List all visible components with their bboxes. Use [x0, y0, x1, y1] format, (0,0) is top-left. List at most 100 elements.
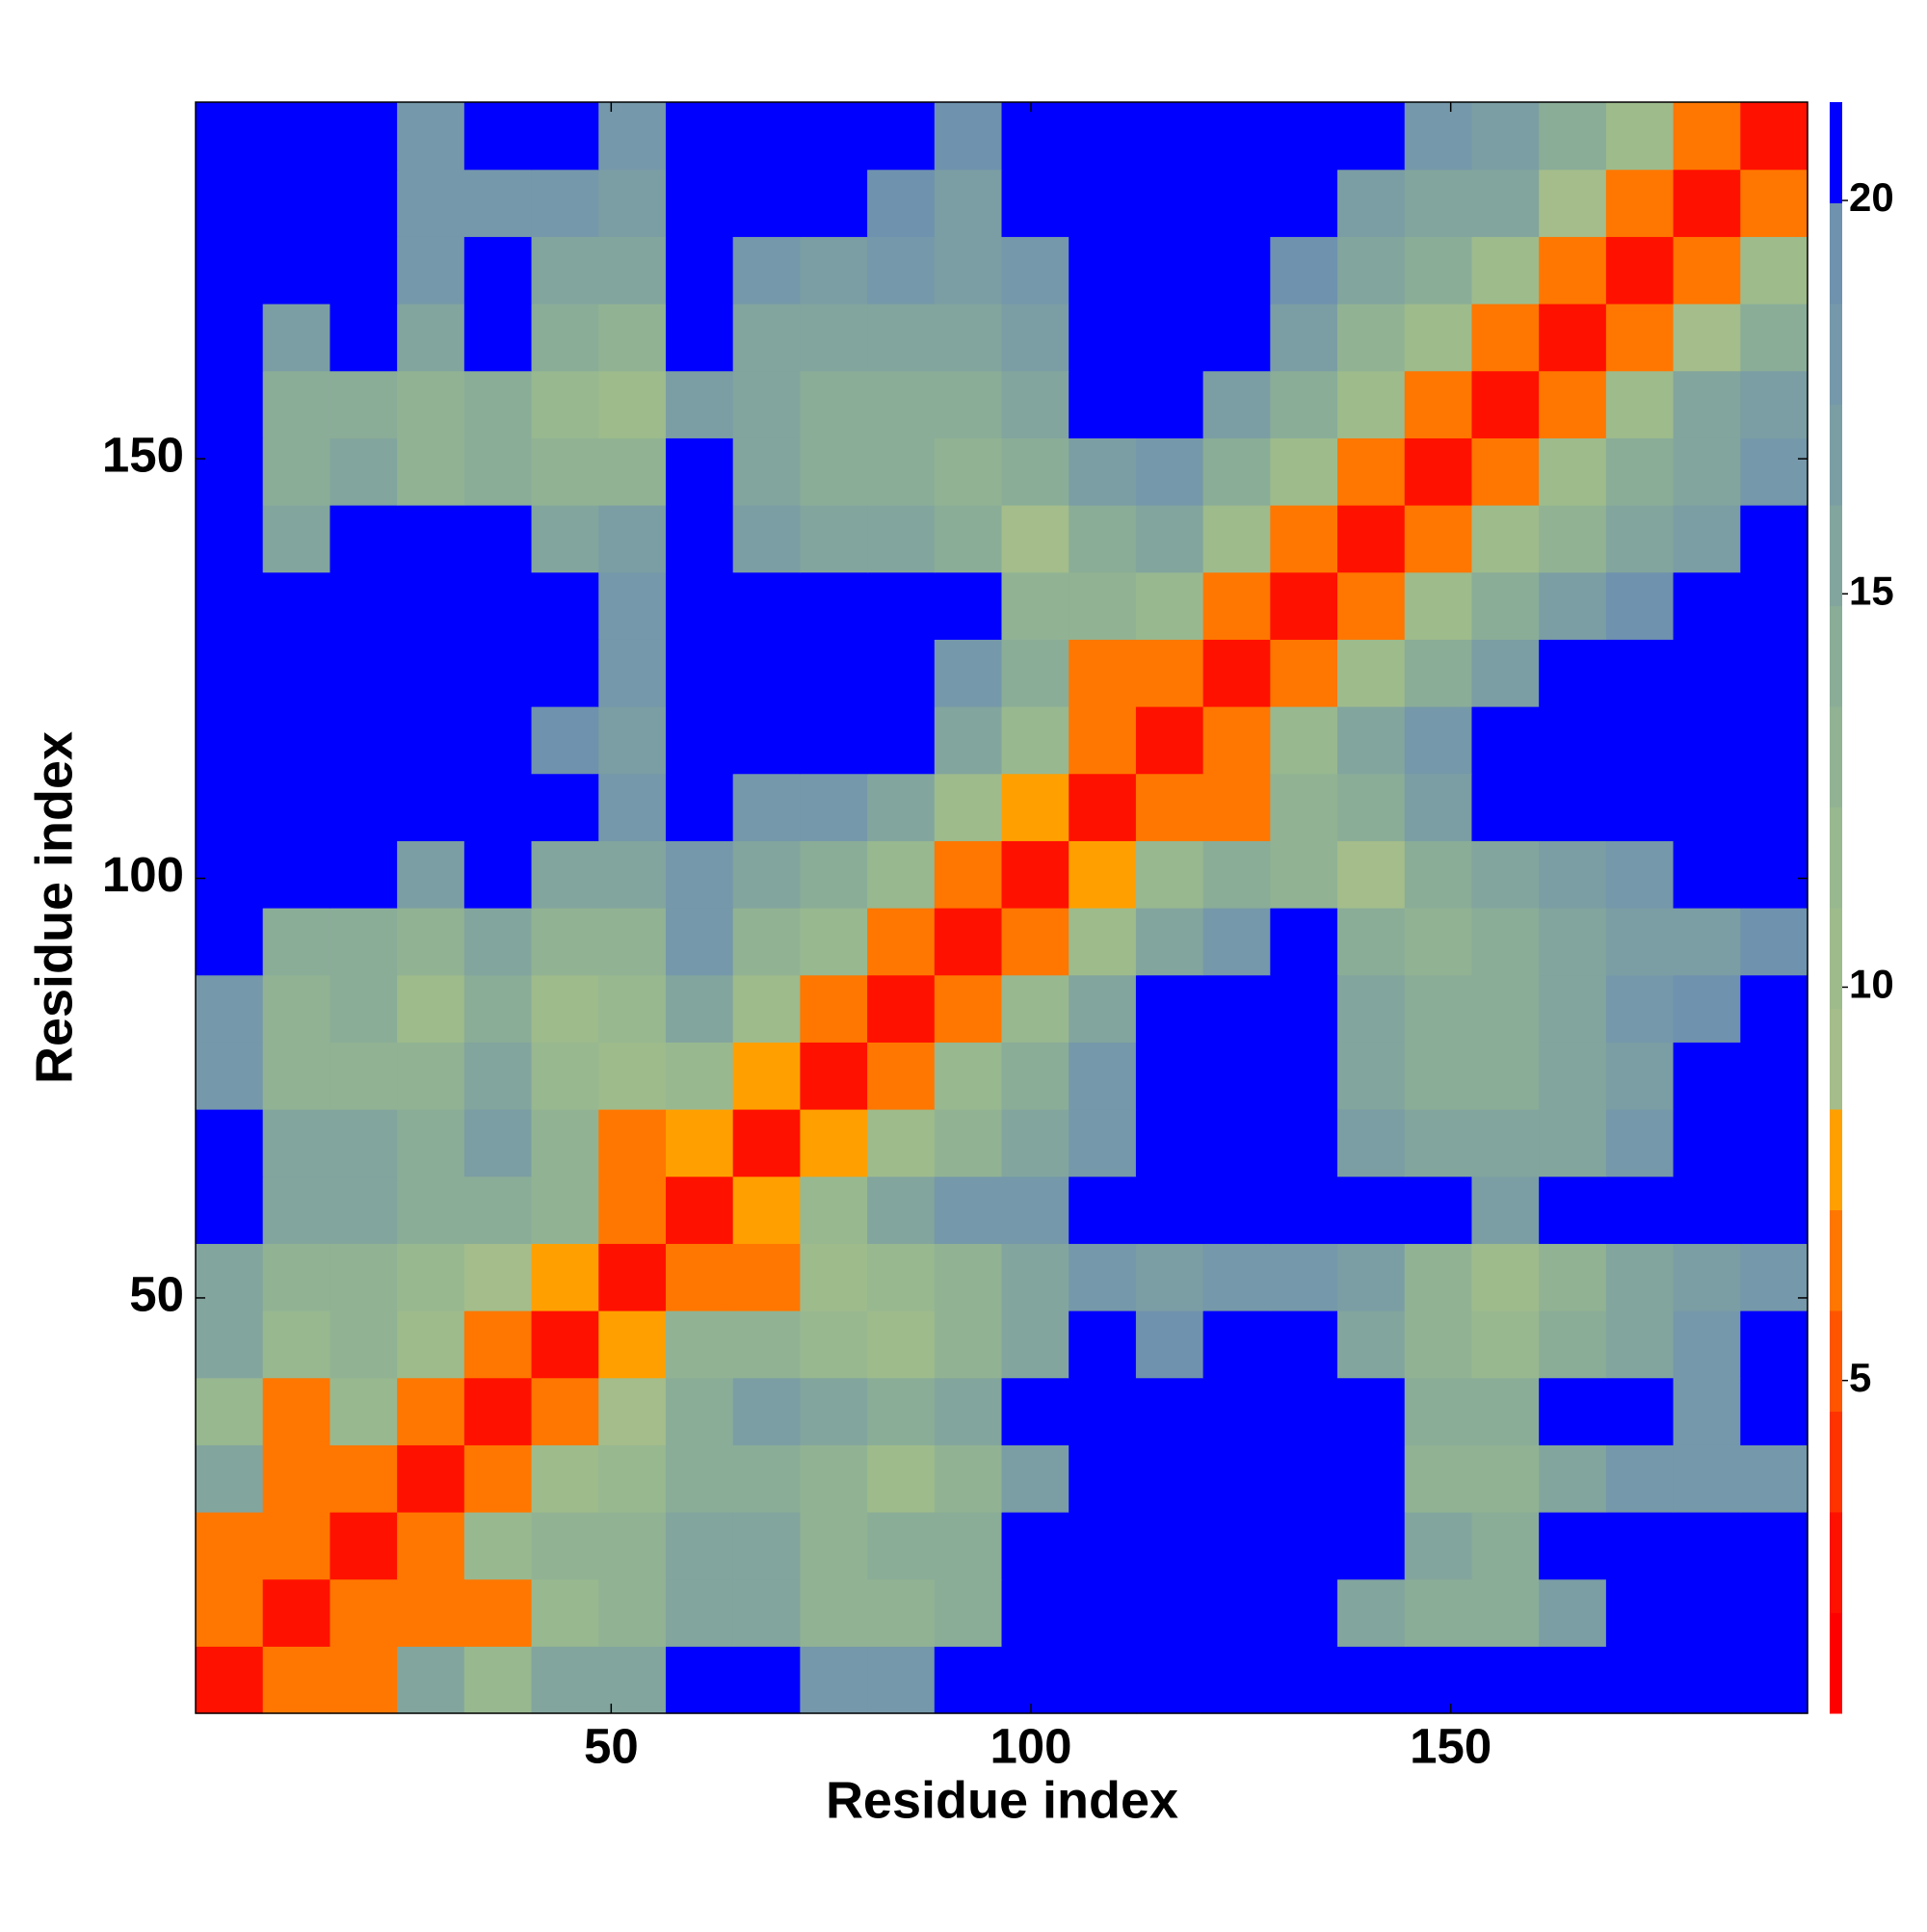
heatmap-cell [1539, 706, 1607, 775]
heatmap-cell [531, 505, 599, 573]
heatmap-cell [1202, 169, 1271, 237]
colorbar-band [1830, 807, 1842, 909]
heatmap-cell [598, 505, 667, 573]
heatmap-cell [1605, 571, 1675, 640]
colorbar-band [1830, 1310, 1842, 1412]
heatmap-cell [531, 304, 599, 372]
heatmap-cell [196, 370, 264, 438]
heatmap-cell [732, 1042, 801, 1110]
heatmap-cell [1337, 1176, 1406, 1244]
heatmap-cell [1270, 1578, 1338, 1647]
heatmap-cell [1539, 437, 1607, 506]
heatmap-cell [1337, 706, 1406, 775]
heatmap-cell [1135, 304, 1204, 372]
heatmap-cell [531, 639, 599, 707]
heatmap-cell [800, 370, 868, 438]
heatmap-cell [1539, 571, 1607, 640]
heatmap-cell [867, 571, 936, 640]
heatmap-cell [665, 1176, 734, 1244]
heatmap-cell [1202, 639, 1271, 707]
heatmap-cell [196, 102, 264, 171]
heatmap-cell [397, 505, 465, 573]
heatmap-cell [1471, 773, 1540, 841]
heatmap-cell [934, 1310, 1003, 1379]
heatmap-cell [732, 571, 801, 640]
heatmap-cell [330, 1176, 398, 1244]
heatmap-cell [330, 571, 398, 640]
heatmap-cell [463, 304, 533, 372]
heatmap-cell [1404, 370, 1473, 438]
heatmap-cell [463, 1444, 533, 1513]
heatmap-cell [1337, 840, 1406, 909]
heatmap-cell [867, 706, 936, 775]
heatmap-cell [1673, 1310, 1741, 1379]
heatmap-cell [1471, 1109, 1540, 1178]
heatmap-cell [196, 908, 264, 976]
heatmap-cell [463, 1042, 533, 1110]
heatmap-cell [262, 974, 331, 1043]
heatmap-cell [665, 1512, 734, 1580]
heatmap-cell [1135, 974, 1204, 1043]
heatmap-cell [800, 571, 868, 640]
colorbar-band [1830, 605, 1842, 707]
heatmap-cell [934, 908, 1003, 976]
heatmap-cell [1605, 1310, 1675, 1379]
heatmap-cell [1337, 773, 1406, 841]
heatmap-cell [1740, 236, 1808, 304]
heatmap-cell [1270, 1042, 1338, 1110]
heatmap-cell [1605, 1377, 1675, 1445]
heatmap-cell [1404, 639, 1473, 707]
heatmap-cell [1135, 102, 1204, 171]
colorbar-band [1830, 1209, 1842, 1311]
heatmap-cell [1673, 773, 1741, 841]
heatmap-cell [800, 1512, 868, 1580]
heatmap-cell [262, 505, 331, 573]
heatmap-cell [397, 773, 465, 841]
heatmap-cell [598, 1310, 667, 1379]
heatmap-cell [598, 974, 667, 1043]
heatmap-cell [1202, 571, 1271, 640]
heatmap-cell [598, 840, 667, 909]
heatmap-cell [1605, 1512, 1675, 1580]
heatmap-cell [934, 840, 1003, 909]
heatmap-cell [1069, 1042, 1137, 1110]
heatmap-cell [934, 437, 1003, 506]
heatmap-cell [1069, 1310, 1137, 1379]
heatmap-cell [598, 706, 667, 775]
heatmap-cell [1135, 1444, 1204, 1513]
heatmap-cell [1135, 1578, 1204, 1647]
heatmap-cell [1001, 1243, 1069, 1311]
heatmap-cell [397, 1377, 465, 1445]
heatmap-cell [732, 1243, 801, 1311]
colorbar-band [1830, 505, 1842, 606]
heatmap-cell [934, 236, 1003, 304]
heatmap-cell [1740, 840, 1808, 909]
heatmap-cell [1001, 571, 1069, 640]
heatmap-cell [1001, 1444, 1069, 1513]
heatmap-cell [934, 1444, 1003, 1513]
heatmap-cell [867, 505, 936, 573]
heatmap-cell [1001, 1176, 1069, 1244]
heatmap-cell [1404, 1109, 1473, 1178]
heatmap-cell [934, 102, 1003, 171]
heatmap-cell [598, 1109, 667, 1178]
heatmap-cell [1605, 102, 1675, 171]
heatmap-cell [1270, 304, 1338, 372]
heatmap-cell [1673, 1444, 1741, 1513]
heatmap-cell [262, 370, 331, 438]
heatmap-cell [1673, 304, 1741, 372]
heatmap-cell [1069, 773, 1137, 841]
heatmap-cell [1069, 304, 1137, 372]
heatmap-cell [196, 505, 264, 573]
heatmap-cell [934, 571, 1003, 640]
heatmap-cell [262, 706, 331, 775]
heatmap-cell [1673, 437, 1741, 506]
heatmap-cell [1404, 571, 1473, 640]
heatmap-cell [1404, 908, 1473, 976]
heatmap-cell [1605, 1578, 1675, 1647]
plot-frame [195, 101, 1808, 1714]
heatmap-cell [531, 370, 599, 438]
heatmap-cell [1337, 304, 1406, 372]
heatmap-cell [1202, 102, 1271, 171]
heatmap-cell [1001, 840, 1069, 909]
